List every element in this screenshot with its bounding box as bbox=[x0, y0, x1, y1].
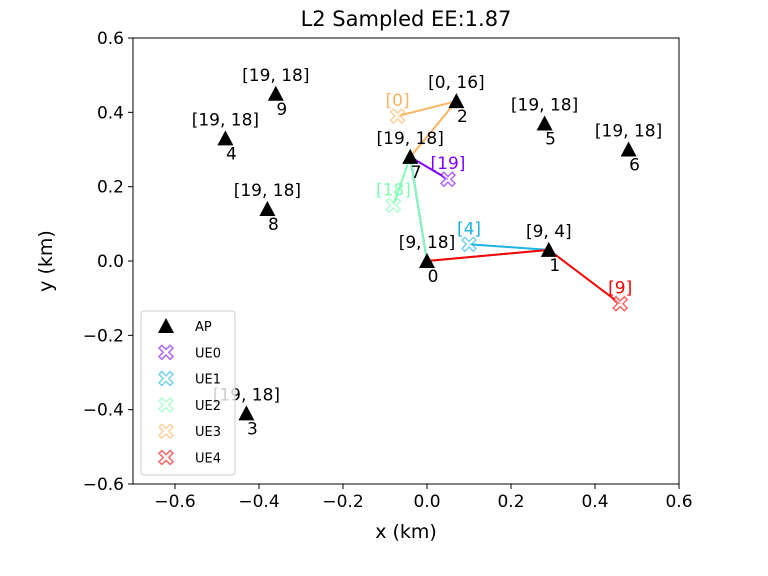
legend-marker-ue3 bbox=[157, 423, 175, 440]
x-tick-label: 0.6 bbox=[665, 492, 692, 512]
ap-label-0: [9, 18] bbox=[399, 233, 456, 253]
ue-marker-ue1 bbox=[460, 236, 478, 253]
ap-id-3: 3 bbox=[247, 419, 258, 439]
x-tick-label: 0.0 bbox=[413, 492, 440, 512]
ue-marker-ue2 bbox=[385, 197, 402, 214]
legend-entry-ue2: UE2 bbox=[195, 399, 221, 414]
ap-marker-0 bbox=[419, 253, 435, 268]
legend: AP UE0 UE1 UE2 UE3 UE4 bbox=[140, 310, 236, 476]
y-tick-label: −0.6 bbox=[83, 475, 124, 495]
ap-id-1: 1 bbox=[549, 256, 560, 276]
ue-label-ue0: [19] bbox=[431, 154, 466, 174]
ap-marker-8 bbox=[259, 200, 276, 216]
legend-entry-ue1: UE1 bbox=[195, 373, 221, 388]
legend-marker-ue4 bbox=[157, 449, 175, 466]
legend-marker-ue2 bbox=[157, 396, 175, 413]
ap-id-9: 9 bbox=[276, 100, 287, 120]
ap-label-9: [19, 18] bbox=[242, 66, 309, 86]
legend-marker-ap bbox=[158, 318, 174, 333]
legend-box bbox=[140, 310, 236, 476]
ap-label-6: [19, 18] bbox=[595, 122, 662, 142]
ap-marker-9 bbox=[267, 85, 284, 101]
chart-title: L2 Sampled EE:1.87 bbox=[301, 7, 512, 31]
y-axis-label: y (km) bbox=[35, 230, 57, 292]
ap-id-0: 0 bbox=[428, 267, 439, 287]
ap-marker-5 bbox=[536, 115, 553, 131]
ap-marker-2 bbox=[448, 93, 465, 109]
ue-label-ue3: [0] bbox=[386, 91, 410, 111]
ap-id-2: 2 bbox=[457, 107, 468, 127]
y-tick-label: 0.0 bbox=[97, 252, 124, 272]
ap-label-4: [19, 18] bbox=[192, 110, 259, 130]
ue-label-ue4: [9] bbox=[608, 279, 632, 299]
ap-marker-1 bbox=[540, 241, 557, 257]
ue-marker-ue4 bbox=[612, 295, 629, 312]
ap-label-2: [0, 16] bbox=[428, 73, 485, 93]
x-tick-label: 0.4 bbox=[581, 492, 608, 512]
x-tick-label: 0.2 bbox=[497, 492, 524, 512]
ap-id-6: 6 bbox=[629, 156, 640, 176]
legend-entry-ap: AP bbox=[195, 320, 212, 335]
x-tick-label: −0.2 bbox=[322, 492, 363, 512]
x-tick-label: −0.4 bbox=[238, 492, 279, 512]
ap-label-1: [9, 4] bbox=[526, 222, 572, 242]
y-tick-label: −0.2 bbox=[83, 326, 124, 346]
y-tick-label: 0.2 bbox=[97, 178, 124, 198]
ap-marker-3 bbox=[238, 405, 255, 421]
ap-marker-6 bbox=[620, 141, 637, 157]
x-ticks: −0.6 −0.4 −0.2 0.0 0.2 0.4 0.6 bbox=[154, 484, 693, 512]
ue-markers: [19] [4] [18] [0] [9] bbox=[376, 91, 632, 312]
x-tick-label: −0.6 bbox=[154, 492, 195, 512]
ue-marker-ue3 bbox=[389, 107, 406, 125]
y-tick-label: 0.4 bbox=[97, 103, 124, 123]
y-tick-label: 0.6 bbox=[97, 29, 124, 49]
legend-marker-ue1 bbox=[157, 370, 175, 387]
ue-label-ue2: [18] bbox=[376, 180, 411, 200]
ap-markers: [9, 18] 0 [9, 4] 1 [0, 16] 2 [19, 18] 3 [19, 18]… bbox=[192, 66, 663, 440]
ap-label-5: [19, 18] bbox=[511, 95, 578, 115]
ue-label-ue1: [4] bbox=[457, 219, 481, 239]
x-axis-label: x (km) bbox=[375, 521, 437, 543]
legend-entry-ue3: UE3 bbox=[195, 425, 221, 440]
legend-entry-ue0: UE0 bbox=[195, 346, 221, 361]
legend-marker-ue0 bbox=[157, 344, 175, 361]
ue-marker-ue0 bbox=[439, 171, 457, 188]
y-ticks: −0.6 −0.4 −0.2 0.0 0.2 0.4 0.6 bbox=[83, 29, 133, 495]
ap-label-8: [19, 18] bbox=[234, 181, 301, 201]
ap-id-5: 5 bbox=[545, 129, 556, 149]
ap-marker-4 bbox=[217, 130, 234, 146]
ap-label-7: [19, 18] bbox=[377, 129, 444, 149]
ap-id-4: 4 bbox=[226, 144, 237, 164]
ap-id-8: 8 bbox=[268, 215, 279, 235]
legend-entry-ue4: UE4 bbox=[195, 452, 221, 467]
ap-marker-7 bbox=[402, 148, 419, 164]
plot-frame bbox=[132, 37, 680, 485]
y-tick-label: −0.4 bbox=[83, 401, 124, 421]
ap-id-7: 7 bbox=[411, 163, 422, 183]
